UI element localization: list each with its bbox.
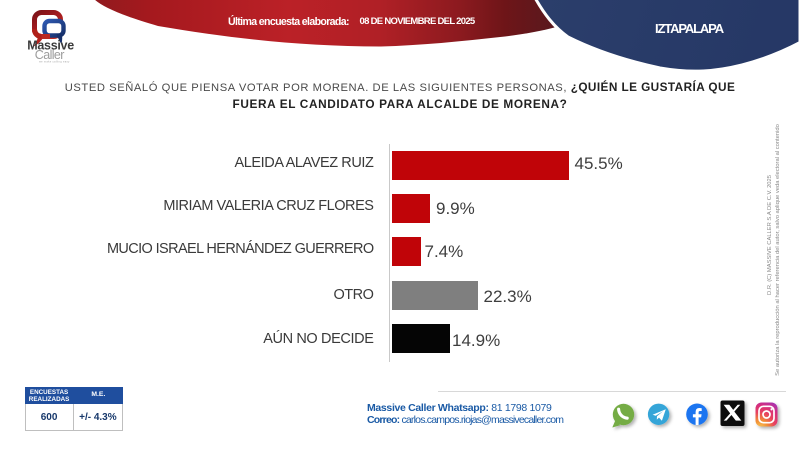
svg-text:we make calling easy: we make calling easy: [39, 60, 70, 64]
svg-text:Caller: Caller: [35, 48, 64, 62]
svg-text:Massive: Massive: [27, 39, 74, 53]
